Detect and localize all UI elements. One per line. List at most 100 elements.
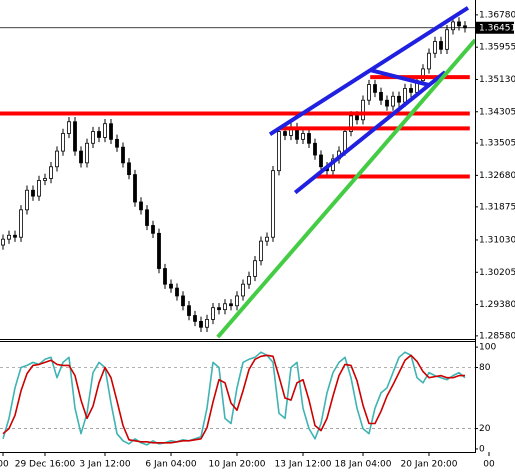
candle-body <box>73 121 77 152</box>
candle-body <box>115 138 119 148</box>
drawn-line <box>216 38 475 339</box>
y-tick-label: 1.35955 <box>479 43 515 53</box>
candle-body <box>457 21 461 27</box>
candle-body <box>37 180 41 197</box>
candle-body <box>157 232 161 269</box>
candle-body <box>1 238 5 246</box>
candle-body <box>187 305 191 316</box>
candle-body <box>13 234 17 238</box>
candle-body <box>277 131 281 172</box>
axes <box>0 0 476 453</box>
candle-body <box>361 99 365 121</box>
candle-body <box>403 88 407 103</box>
x-tick-label: 00 <box>483 460 495 470</box>
candle-body <box>181 295 185 307</box>
candle-body <box>223 303 227 311</box>
candle-body <box>241 283 245 297</box>
oscillator-plot <box>0 351 475 446</box>
candle-body <box>175 287 179 297</box>
y-tick-label: 80 <box>479 363 491 373</box>
last-price-label: 1.36451 <box>479 23 515 33</box>
candle-body <box>247 275 251 285</box>
x-tick-label: 3 Jan 12:00 <box>79 460 131 470</box>
candle-body <box>307 133 311 144</box>
candle-body <box>355 115 359 121</box>
y-tick-label: 1.34305 <box>479 107 515 117</box>
candle-body <box>205 319 209 328</box>
candle-body <box>271 170 275 238</box>
candle-body <box>67 121 71 134</box>
candle-body <box>169 283 173 289</box>
drawn-line <box>369 68 431 88</box>
x-tick-label: 18 Jan 04:00 <box>335 460 392 470</box>
candle-body <box>151 225 155 234</box>
price-plot <box>0 6 475 339</box>
labels: 1.36780 1.35955 1.35130 1.34305 1.33505 1.326… <box>0 10 515 469</box>
candle-body <box>439 41 443 50</box>
candle-body <box>97 131 101 138</box>
candle-body <box>229 303 233 307</box>
candle-body <box>385 99 389 107</box>
candle-body <box>211 307 215 320</box>
candle-body <box>235 295 239 307</box>
candle-body <box>199 320 203 328</box>
candle-body <box>7 234 11 240</box>
candle-body <box>31 189 35 197</box>
oscillator-line <box>2 354 465 444</box>
x-tick-label: 29 Dec 16:00 <box>15 460 76 470</box>
y-tick-label: 1.31030 <box>479 235 515 245</box>
candle-body <box>61 133 65 152</box>
candle-body <box>253 260 257 277</box>
candle-body <box>259 240 263 262</box>
candle-body <box>445 29 449 50</box>
candle-body <box>49 166 53 179</box>
x-tick-label: 6 Jan 04:00 <box>145 460 197 470</box>
candle-body <box>421 68 425 82</box>
y-tick-label: 1.35130 <box>479 75 515 85</box>
candle-body <box>427 52 431 70</box>
candle-body <box>397 95 401 103</box>
candle-body <box>133 174 137 203</box>
candle-body <box>55 150 59 168</box>
y-tick-label: 100 <box>479 343 496 353</box>
candle-body <box>349 115 353 132</box>
candle-body <box>163 268 167 285</box>
candle-body <box>391 95 395 107</box>
drawn-line <box>293 70 447 195</box>
candle-body <box>43 178 47 181</box>
candle-body <box>193 315 197 322</box>
candle-body <box>121 146 125 164</box>
y-tick-label: 0 <box>479 444 485 454</box>
candle-body <box>301 133 305 140</box>
candle-body <box>25 189 29 211</box>
candle-body <box>265 236 269 242</box>
y-tick-label: 1.32680 <box>479 171 515 181</box>
candle-body <box>409 88 413 93</box>
x-tick-label: 13 Jan 12:00 <box>275 460 332 470</box>
candle-body <box>19 209 23 238</box>
candle-body <box>91 131 95 144</box>
candle-body <box>313 142 317 156</box>
x-tick-label: 10 Jan 20:00 <box>209 460 266 470</box>
last-price-box <box>476 21 514 34</box>
y-tick-label: 1.30205 <box>479 268 515 278</box>
candle-body <box>127 162 131 175</box>
x-tick-label: 00 <box>0 460 9 470</box>
candle-body <box>109 123 113 140</box>
candle-body <box>283 131 287 136</box>
y-tick-label: 1.28580 <box>479 331 515 341</box>
candle-body <box>85 142 89 164</box>
candle-body <box>373 84 377 93</box>
candle-body <box>433 41 437 54</box>
y-tick-label: 1.29380 <box>479 300 515 310</box>
candle-body <box>217 307 221 311</box>
y-tick-label: 1.36780 <box>479 10 515 20</box>
candle-body <box>451 21 455 31</box>
drawn-line <box>268 6 470 136</box>
x-tick-label: 20 Jan 20:00 <box>401 460 458 470</box>
y-tick-label: 1.31875 <box>479 202 515 212</box>
candle-body <box>103 123 107 138</box>
